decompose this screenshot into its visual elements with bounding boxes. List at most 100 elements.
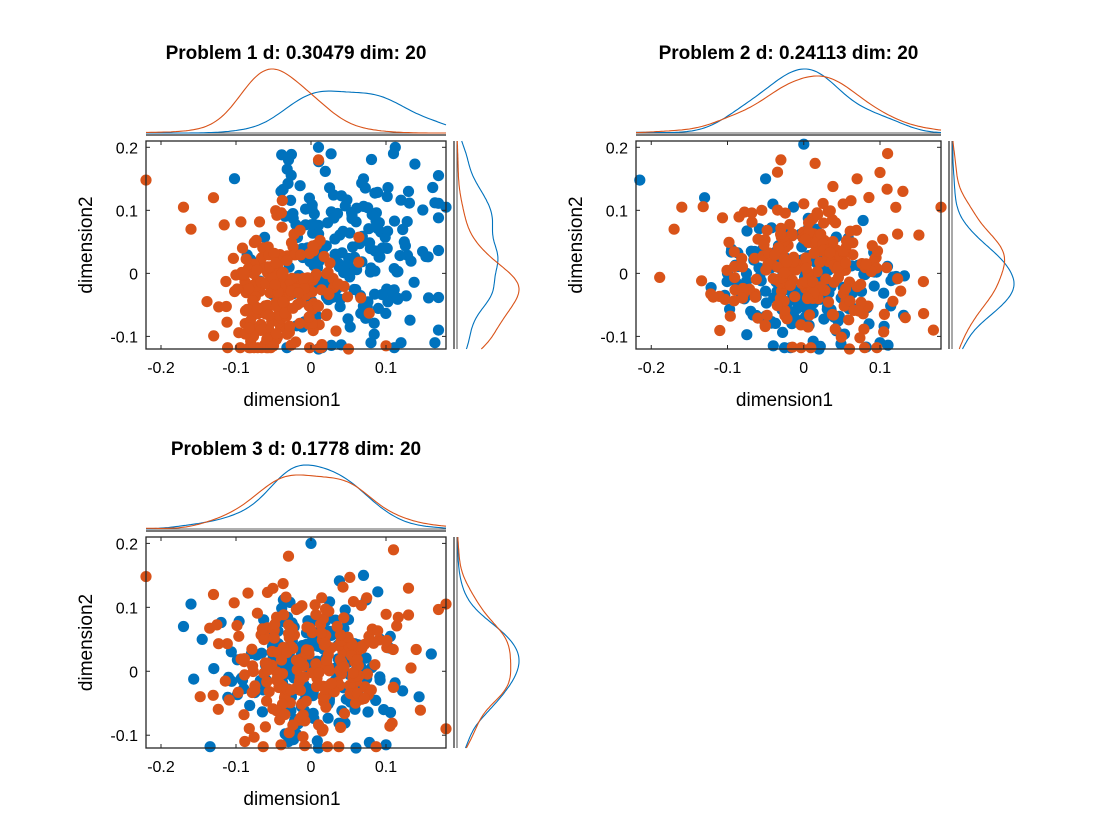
data-point	[223, 694, 235, 706]
data-point	[196, 633, 208, 646]
data-point	[843, 314, 855, 326]
data-point	[219, 675, 231, 687]
data-point	[325, 339, 337, 351]
data-point	[177, 620, 190, 633]
data-point	[380, 307, 392, 319]
data-point	[822, 205, 834, 218]
data-point	[269, 618, 281, 631]
data-point	[319, 637, 331, 649]
data-point	[306, 202, 318, 214]
data-point	[295, 249, 307, 261]
y-tick-label: -0.1	[110, 728, 138, 745]
data-point	[294, 224, 306, 236]
data-point	[840, 283, 852, 295]
data-point	[859, 342, 871, 354]
data-point	[795, 342, 807, 354]
data-point	[749, 291, 761, 303]
data-point	[844, 295, 856, 307]
data-point	[329, 248, 341, 260]
data-point	[769, 249, 781, 261]
data-point	[369, 659, 381, 671]
x-tick-label: 0	[799, 360, 808, 377]
data-point	[887, 295, 899, 307]
x-axis-label: dimension1	[243, 390, 340, 411]
data-point	[818, 313, 830, 325]
data-point	[402, 582, 415, 594]
data-point	[276, 221, 288, 233]
data-point	[327, 189, 340, 201]
data-point	[279, 708, 291, 721]
data-point	[247, 295, 259, 307]
data-point	[814, 256, 826, 268]
data-point	[275, 207, 287, 219]
data-point	[361, 592, 373, 604]
data-point	[781, 313, 793, 325]
data-point	[339, 200, 351, 212]
top-density-blue	[146, 90, 447, 134]
chart-title: Problem 2 d: 0.24113 dim: 20	[659, 43, 919, 64]
data-point	[417, 204, 429, 216]
subplot-2: -0.2 -0.1 0 0.1 -0.1 0 0.1 0.2 dimension1 dimensi…	[566, 43, 1015, 411]
data-point	[381, 634, 393, 647]
data-point	[257, 741, 269, 753]
data-point	[786, 228, 798, 240]
data-point	[338, 708, 351, 720]
data-point	[737, 282, 749, 295]
data-point	[276, 268, 288, 280]
data-point	[323, 665, 335, 677]
data-point	[394, 250, 406, 262]
data-point	[304, 622, 316, 634]
data-point	[279, 307, 291, 319]
data-point	[654, 271, 666, 283]
data-point	[256, 623, 268, 635]
data-point	[315, 627, 327, 639]
data-point	[303, 311, 315, 323]
data-point	[716, 212, 729, 224]
y-tick-label: -0.1	[600, 329, 628, 346]
data-point	[325, 148, 337, 160]
data-point	[868, 280, 880, 292]
data-point	[268, 632, 280, 644]
data-point	[855, 278, 867, 290]
x-axis-label: dimension1	[736, 390, 833, 411]
data-point	[244, 699, 256, 712]
chart-title: Problem 1 d: 0.30479 dim: 20	[166, 43, 427, 64]
data-point	[213, 638, 225, 650]
x-tick-label: 0.1	[375, 759, 397, 776]
data-point	[349, 697, 362, 709]
data-point	[251, 303, 264, 315]
data-point	[913, 229, 925, 241]
data-point	[811, 266, 823, 278]
data-point	[844, 225, 856, 237]
data-point	[357, 569, 370, 582]
x-tick-label: 0	[307, 759, 316, 776]
data-point	[261, 695, 273, 707]
data-point	[355, 641, 367, 653]
data-point	[857, 214, 869, 227]
data-point	[303, 644, 315, 656]
data-point	[259, 231, 271, 243]
data-point	[294, 656, 306, 668]
top-density-orange	[635, 75, 942, 134]
data-point	[322, 266, 334, 278]
data-point	[362, 706, 374, 718]
data-point	[696, 275, 708, 287]
data-point	[408, 276, 420, 288]
data-point	[275, 654, 288, 666]
data-point	[307, 227, 319, 239]
data-point	[760, 264, 772, 276]
data-point	[761, 309, 773, 321]
data-point	[204, 741, 216, 753]
data-point	[854, 332, 866, 344]
data-point	[293, 602, 305, 614]
data-point	[243, 283, 255, 295]
data-point	[339, 265, 351, 277]
data-point	[890, 201, 902, 213]
data-point	[760, 173, 772, 185]
data-point	[233, 630, 245, 642]
series-orange	[140, 544, 452, 753]
data-point	[758, 239, 770, 251]
data-point	[829, 323, 841, 335]
data-point	[851, 173, 863, 185]
data-point	[285, 237, 298, 249]
